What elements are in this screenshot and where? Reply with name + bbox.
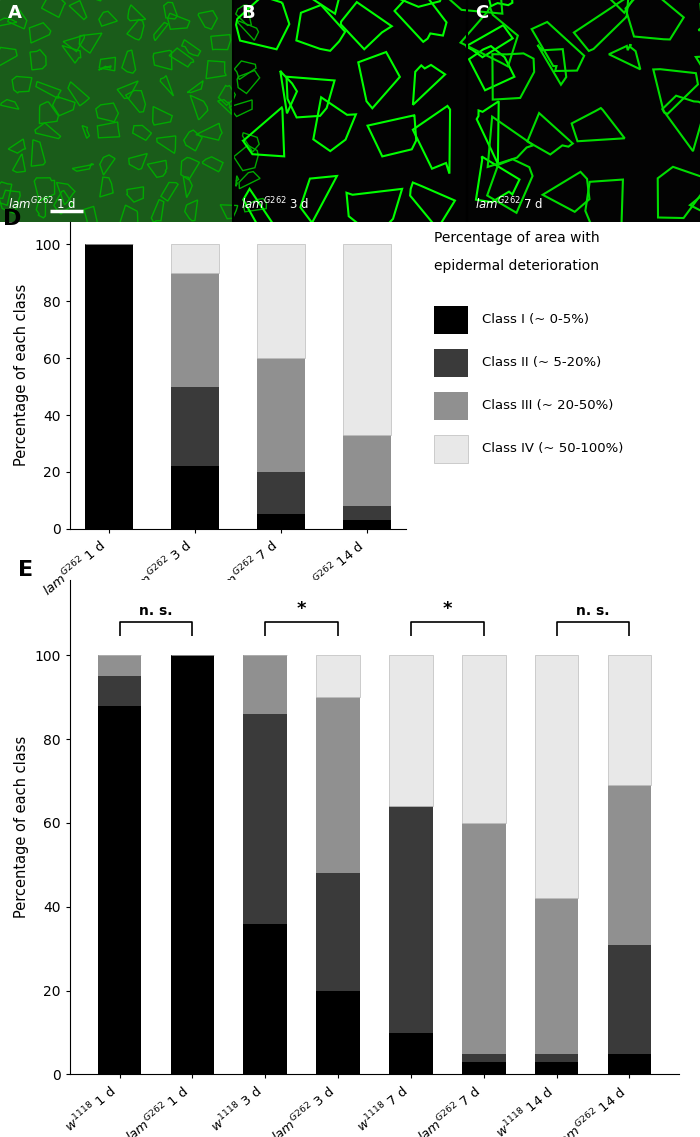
Text: Class IV (~ 50-100%): Class IV (~ 50-100%) [482, 442, 623, 456]
Text: $\it{lam}^{G262}$ 3 d: $\it{lam}^{G262}$ 3 d [241, 196, 309, 213]
Bar [535, 1054, 578, 1062]
Bar [462, 1062, 505, 1074]
Bar [172, 466, 218, 529]
Bar [344, 434, 391, 506]
Bar [172, 244, 218, 273]
Text: Class II (~ 5-20%): Class II (~ 5-20%) [482, 356, 601, 370]
Bar [535, 655, 578, 898]
Bar [0, 0, 233, 222]
Bar [171, 655, 214, 1074]
FancyBboxPatch shape [434, 392, 468, 420]
Bar [244, 923, 287, 1074]
Bar [172, 387, 218, 466]
Y-axis label: Percentage of each class: Percentage of each class [14, 284, 29, 466]
Text: Class III (~ 20-50%): Class III (~ 20-50%) [482, 399, 613, 413]
Bar [85, 244, 132, 529]
Bar [244, 714, 287, 923]
Bar [462, 1054, 505, 1062]
Text: D: D [3, 209, 21, 230]
Text: Percentage of area with: Percentage of area with [434, 231, 600, 244]
Bar [258, 244, 304, 358]
Bar [535, 898, 578, 1054]
Text: *: * [297, 600, 307, 619]
Bar [608, 1054, 651, 1074]
Bar [344, 506, 391, 520]
Bar [258, 472, 304, 514]
Bar [316, 655, 360, 697]
Text: A: A [8, 5, 22, 22]
Bar [316, 873, 360, 990]
FancyBboxPatch shape [434, 349, 468, 376]
Text: n. s.: n. s. [139, 605, 173, 619]
Text: epidermal deterioration: epidermal deterioration [434, 258, 599, 273]
Bar [98, 677, 141, 706]
Text: $\it{lam}^{G262}$ 7 d: $\it{lam}^{G262}$ 7 d [475, 196, 543, 213]
Bar [316, 990, 360, 1074]
Bar [172, 273, 218, 387]
Text: C: C [475, 5, 489, 22]
Text: n. s.: n. s. [576, 605, 610, 619]
Bar [258, 514, 304, 529]
Bar [608, 655, 651, 786]
Text: Class I (~ 0-5%): Class I (~ 0-5%) [482, 314, 589, 326]
Text: $\it{lam}^{G262}$ 1 d: $\it{lam}^{G262}$ 1 d [8, 196, 76, 213]
Text: *: * [442, 600, 452, 619]
Text: B: B [241, 5, 255, 22]
Bar [389, 806, 433, 1032]
Bar [389, 655, 433, 806]
Bar [344, 244, 391, 434]
Text: E: E [18, 561, 34, 580]
Bar [98, 655, 141, 677]
Y-axis label: Percentage of each class: Percentage of each class [14, 736, 29, 919]
Bar [467, 0, 700, 222]
Bar [233, 0, 467, 222]
Bar [462, 655, 505, 823]
Bar [316, 697, 360, 873]
Bar [462, 823, 505, 1054]
Bar [344, 520, 391, 529]
Bar [389, 1032, 433, 1074]
Bar [244, 655, 287, 714]
Bar [608, 786, 651, 945]
FancyBboxPatch shape [434, 435, 468, 463]
FancyBboxPatch shape [434, 306, 468, 334]
Bar [608, 945, 651, 1054]
Bar [258, 358, 304, 472]
Bar [98, 706, 141, 1074]
Bar [535, 1062, 578, 1074]
